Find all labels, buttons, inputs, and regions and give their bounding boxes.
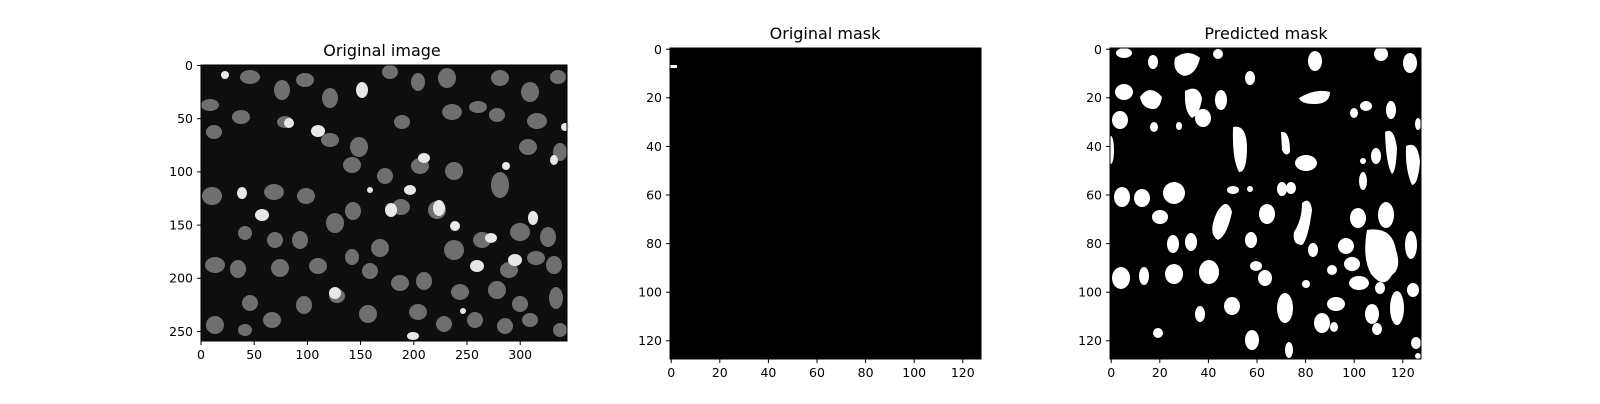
y-tick-label: 80 bbox=[1086, 236, 1102, 251]
y-tick-label: 40 bbox=[1086, 139, 1102, 154]
y-tick-label: 40 bbox=[646, 139, 662, 154]
x-tick-label: 40 bbox=[760, 365, 776, 380]
nuclei bbox=[201, 65, 567, 337]
y-tick-label: 80 bbox=[646, 236, 662, 251]
predicted-mask-blobs bbox=[1108, 47, 1421, 359]
x-tick-label: 250 bbox=[455, 347, 479, 362]
x-tick-label: 20 bbox=[712, 365, 728, 380]
y-tick-label: 100 bbox=[638, 285, 662, 300]
x-tick-label: 120 bbox=[1391, 365, 1415, 380]
x-tick-label: 0 bbox=[667, 365, 675, 380]
x-tick-label: 0 bbox=[1107, 365, 1115, 380]
original-mask-x-axis: 0 20 40 60 80 100 120 bbox=[667, 359, 975, 380]
y-tick-label: 250 bbox=[169, 324, 193, 339]
panel-title-original-mask: Original mask bbox=[770, 24, 881, 43]
x-tick-label: 80 bbox=[858, 365, 874, 380]
x-tick-label: 300 bbox=[508, 347, 532, 362]
y-tick-label: 50 bbox=[177, 111, 193, 126]
original-mask-image bbox=[670, 48, 981, 359]
y-tick-label: 60 bbox=[646, 188, 662, 203]
panel-original-mask: Original mask 0 20 40 60 80 100 120 bbox=[638, 24, 982, 380]
y-tick-label: 100 bbox=[1078, 285, 1102, 300]
x-tick-label: 150 bbox=[349, 347, 373, 362]
x-tick-label: 80 bbox=[1298, 365, 1314, 380]
x-tick-label: 0 bbox=[197, 347, 205, 362]
y-tick-label: 20 bbox=[1086, 90, 1102, 105]
original-mask-y-axis: 0 20 40 60 80 100 120 bbox=[638, 42, 670, 348]
panel-title-predicted-mask: Predicted mask bbox=[1204, 24, 1328, 43]
y-tick-label: 0 bbox=[185, 58, 193, 73]
predicted-mask-x-axis: 0 20 40 60 80 100 120 bbox=[1107, 359, 1415, 380]
y-tick-label: 150 bbox=[169, 218, 193, 233]
y-tick-label: 120 bbox=[638, 333, 662, 348]
predicted-mask-frame bbox=[1109, 47, 1422, 360]
original-image-x-axis: 0 50 100 150 200 250 300 bbox=[197, 341, 532, 362]
x-tick-label: 50 bbox=[246, 347, 262, 362]
original-image-frame bbox=[200, 64, 568, 342]
y-tick-label: 60 bbox=[1086, 188, 1102, 203]
y-tick-label: 20 bbox=[646, 90, 662, 105]
predicted-mask-y-axis: 0 20 40 60 80 100 120 bbox=[1078, 42, 1110, 348]
x-tick-label: 200 bbox=[402, 347, 426, 362]
y-tick-label: 120 bbox=[1078, 333, 1102, 348]
x-tick-label: 60 bbox=[1249, 365, 1265, 380]
mask-foreground-blob bbox=[670, 65, 677, 68]
bright-nuclei bbox=[221, 71, 569, 340]
x-tick-label: 100 bbox=[295, 347, 319, 362]
original-mask-frame bbox=[669, 47, 982, 360]
y-tick-label: 0 bbox=[1094, 42, 1102, 57]
panel-title-original-image: Original image bbox=[323, 41, 441, 60]
y-tick-label: 200 bbox=[169, 271, 193, 286]
x-tick-label: 100 bbox=[1342, 365, 1366, 380]
panel-predicted-mask: Predicted mask bbox=[1078, 24, 1422, 380]
y-tick-label: 0 bbox=[654, 42, 662, 57]
original-image-background bbox=[201, 65, 567, 341]
x-tick-label: 40 bbox=[1200, 365, 1216, 380]
y-tick-label: 100 bbox=[169, 164, 193, 179]
panel-original-image: Original image bbox=[169, 41, 569, 362]
x-tick-label: 60 bbox=[809, 365, 825, 380]
original-image-y-axis: 0 50 100 150 200 250 bbox=[169, 58, 201, 339]
x-tick-label: 120 bbox=[951, 365, 975, 380]
x-tick-label: 20 bbox=[1152, 365, 1168, 380]
x-tick-label: 100 bbox=[902, 365, 926, 380]
